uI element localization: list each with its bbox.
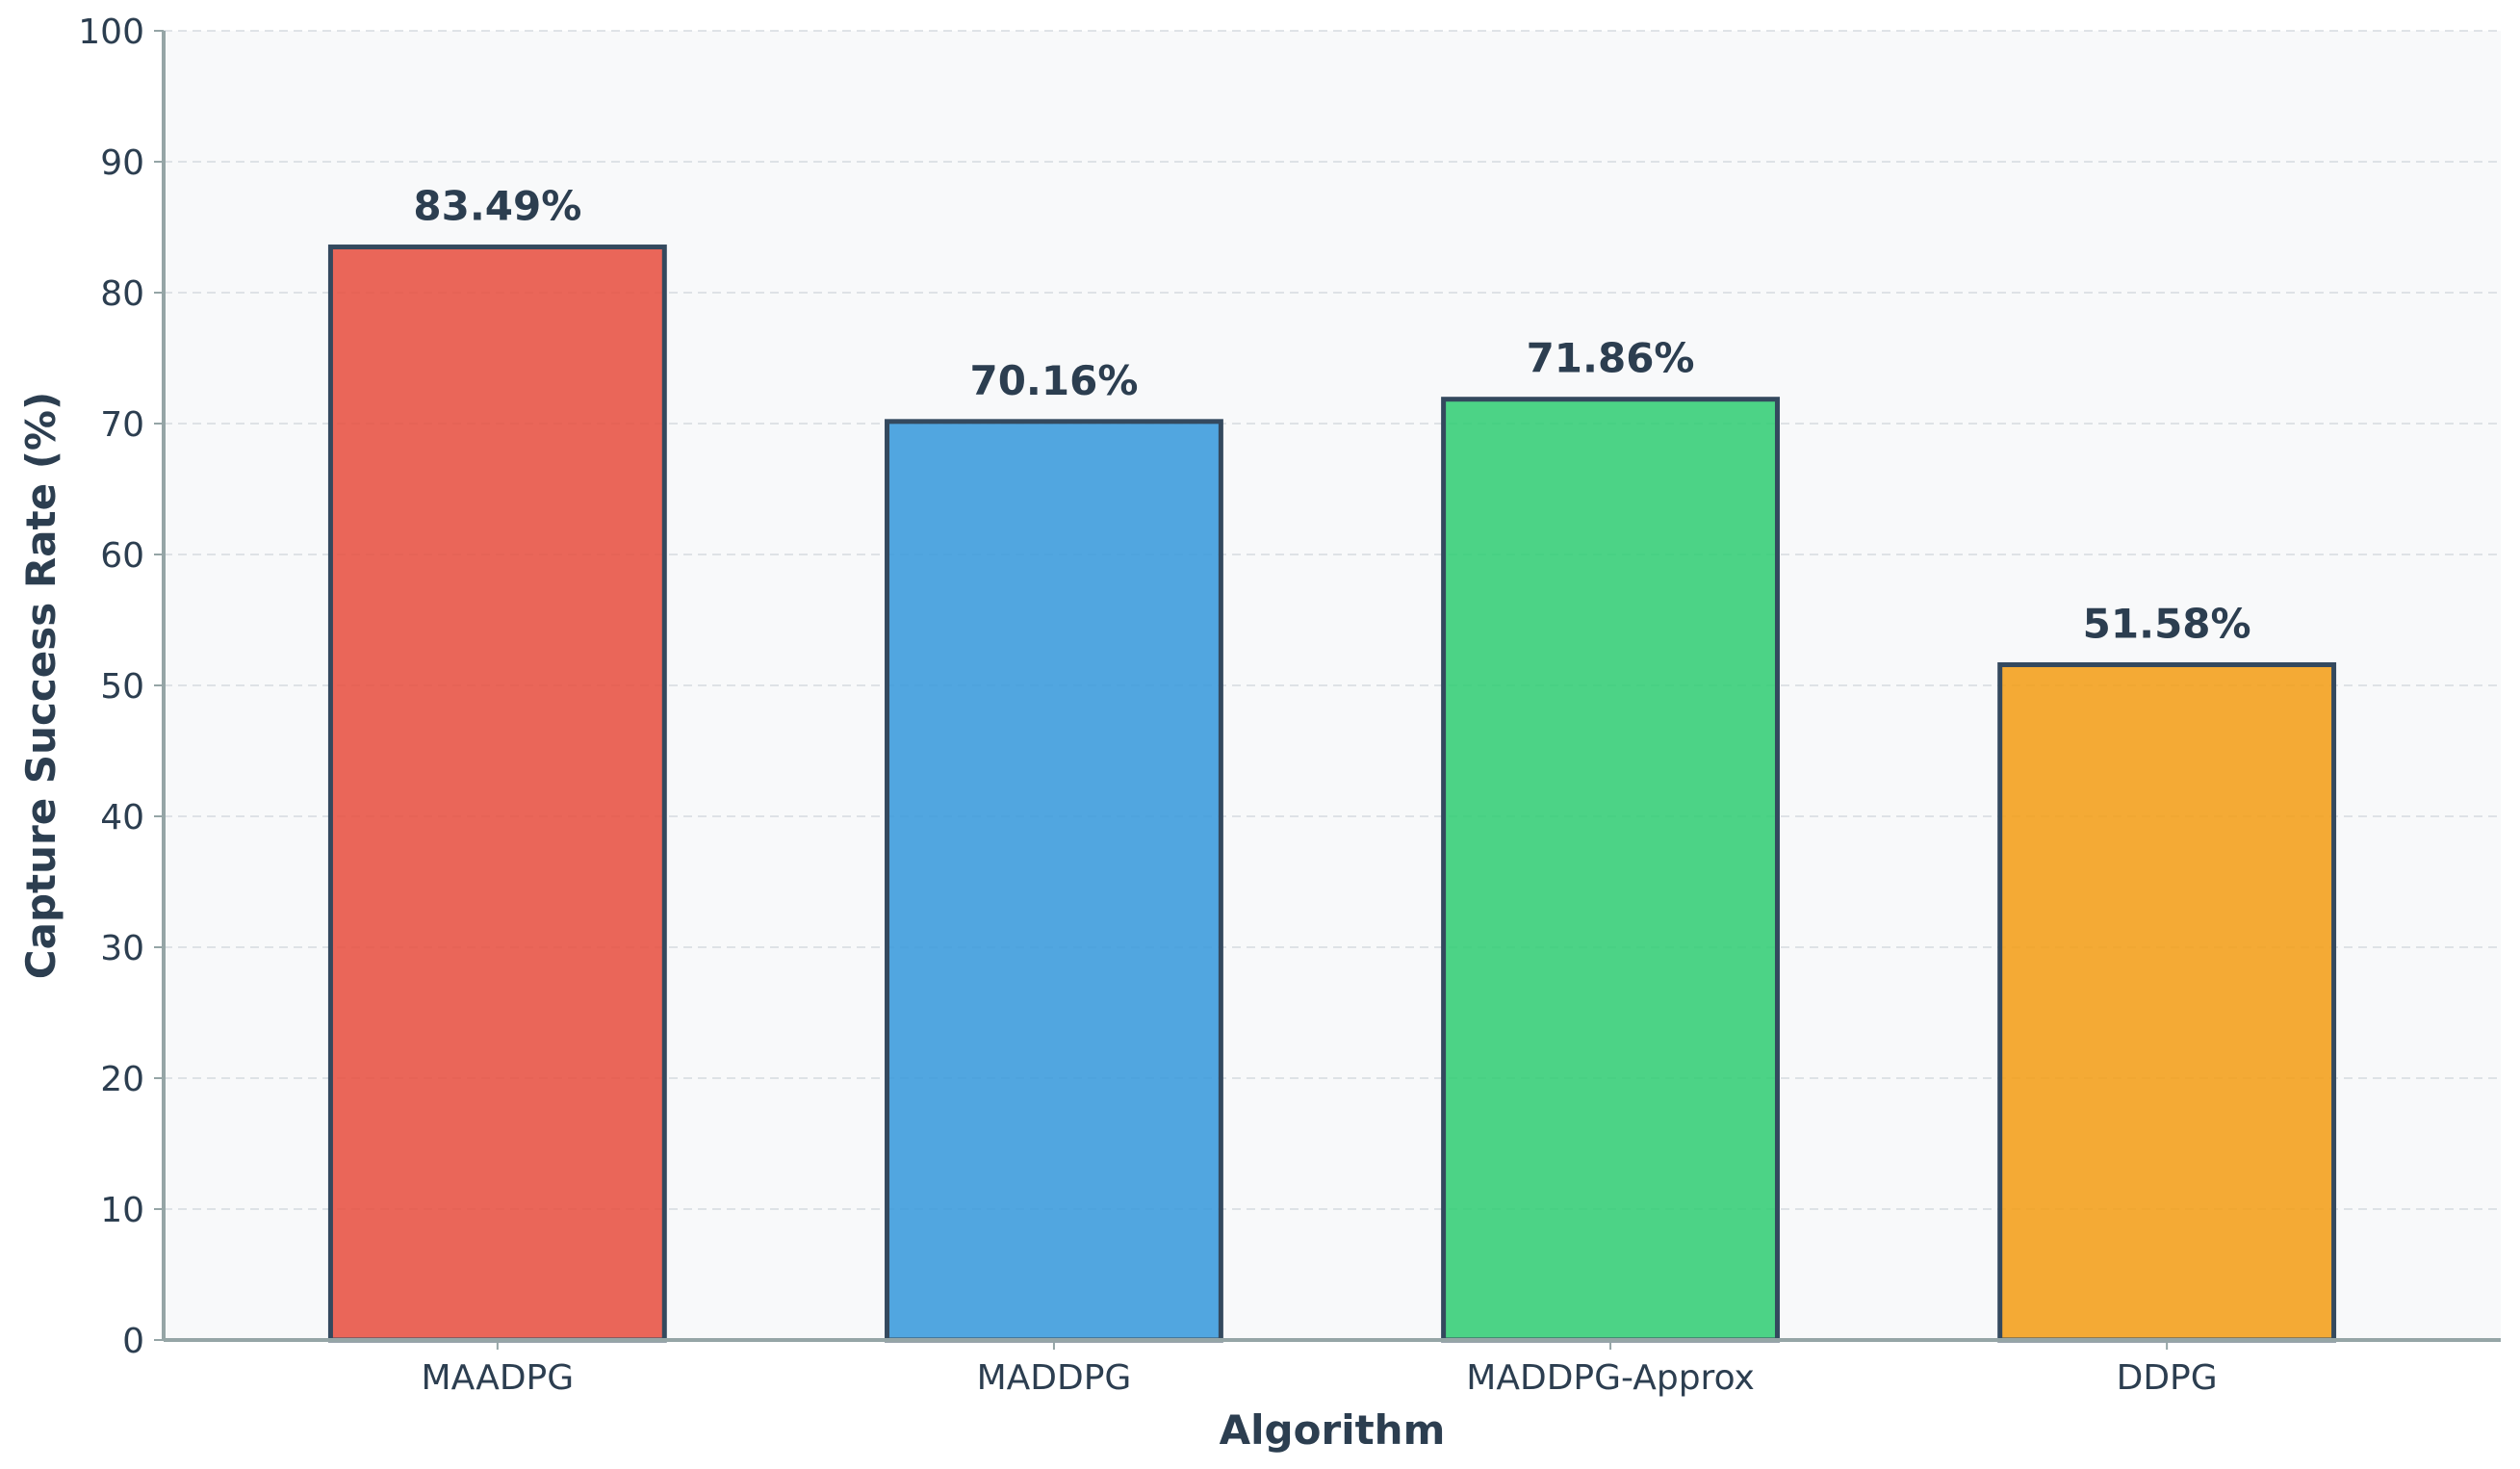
y-tick-label: 90 xyxy=(100,143,144,183)
value-label: 70.16% xyxy=(969,357,1138,404)
y-tick-label: 100 xyxy=(78,13,144,52)
x-tick-label: MADDPG-Approx xyxy=(1466,1358,1755,1398)
y-tick-label: 0 xyxy=(122,1322,144,1361)
y-tick-label: 70 xyxy=(100,405,144,445)
y-axis-title: Capture Success Rate (%) xyxy=(17,392,64,979)
y-tick-label: 10 xyxy=(100,1191,144,1230)
x-tick-label: DDPG xyxy=(2117,1358,2218,1398)
y-tick-label: 30 xyxy=(100,929,144,968)
bar-maadpg xyxy=(327,245,667,1343)
value-label: 51.58% xyxy=(2083,601,2251,648)
y-tick-label: 20 xyxy=(100,1060,144,1099)
y-tick-label: 60 xyxy=(100,536,144,576)
bar-maddpg xyxy=(885,419,1223,1343)
y-tick-label: 50 xyxy=(100,667,144,707)
bar-ddpg xyxy=(1997,662,2337,1343)
value-label: 71.86% xyxy=(1527,335,1695,382)
x-tick-label: MADDPG xyxy=(977,1358,1132,1398)
x-tick-label: MAADPG xyxy=(422,1358,575,1398)
bars xyxy=(327,245,2337,1343)
y-tick-label: 80 xyxy=(100,274,144,314)
bar-maddpg-approx xyxy=(1441,397,1780,1343)
y-tick-label: 40 xyxy=(100,798,144,838)
value-label: 83.49% xyxy=(413,183,581,230)
value-labels: 83.49% 70.16% 71.86% 51.58% xyxy=(413,183,2250,648)
x-axis-title: Algorithm xyxy=(1220,1406,1446,1454)
y-axis-ticks: 0 10 20 30 40 50 60 70 80 90 100 xyxy=(78,13,164,1361)
x-axis-ticks: MAADPG MADDPG MADDPG-Approx DDPG xyxy=(422,1340,2218,1398)
